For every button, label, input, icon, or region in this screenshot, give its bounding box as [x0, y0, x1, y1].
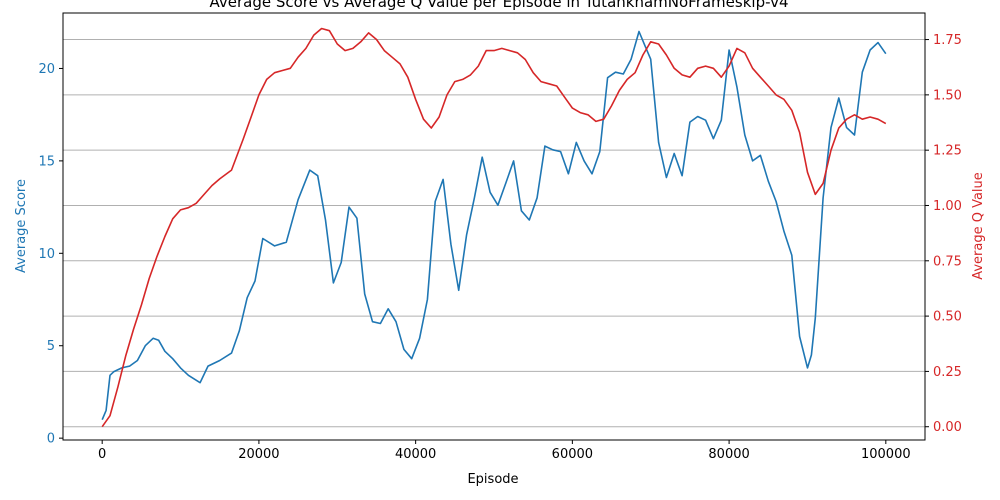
y-left-tick-label-1: 5: [47, 339, 55, 354]
x-tick-label-2: 40000: [395, 447, 436, 462]
x-axis-label: Episode: [467, 472, 518, 487]
plot-frame: [62, 12, 926, 441]
y-right-tick-label-6: 1.50: [933, 88, 962, 103]
y-axis-right: 0.00 0.25 0.50 0.75 1.00 1.25 1.50 1.75: [925, 33, 962, 435]
y-right-tick-label-5: 1.25: [933, 144, 962, 159]
y-left-tick-label-2: 10: [38, 247, 55, 262]
chart-title: Average Score vs Average Q Value per Epi…: [209, 0, 788, 11]
x-axis: 0 20000 40000 60000 80000 100000: [98, 440, 911, 462]
grid-lines: [63, 39, 925, 428]
y-left-tick-label-4: 20: [38, 62, 55, 77]
series-line-average-q-value: [101, 27, 887, 428]
y-left-tick-label-3: 15: [38, 154, 55, 169]
x-tick-label-0: 0: [98, 447, 106, 462]
y-right-tick-label-3: 0.75: [933, 254, 962, 269]
y-axis-right-label: Average Q Value: [971, 172, 986, 280]
x-tick-label-3: 60000: [552, 447, 593, 462]
y-right-tick-label-1: 0.25: [933, 365, 962, 380]
y-right-tick-label-2: 0.50: [933, 310, 962, 325]
y-axis-left-label: Average Score: [14, 179, 29, 273]
y-right-tick-label-0: 0.00: [933, 420, 962, 435]
x-tick-label-5: 100000: [861, 447, 911, 462]
y-left-tick-label-0: 0: [47, 432, 55, 447]
y-axis-left: 0 5 10 15 20: [38, 62, 63, 447]
y-right-tick-label-4: 1.00: [933, 199, 962, 214]
x-tick-label-4: 80000: [708, 447, 749, 462]
series-layer: [101, 27, 887, 428]
series-line-average-score: [101, 30, 887, 421]
x-tick-label-1: 20000: [238, 447, 279, 462]
y-right-tick-label-7: 1.75: [933, 33, 962, 48]
